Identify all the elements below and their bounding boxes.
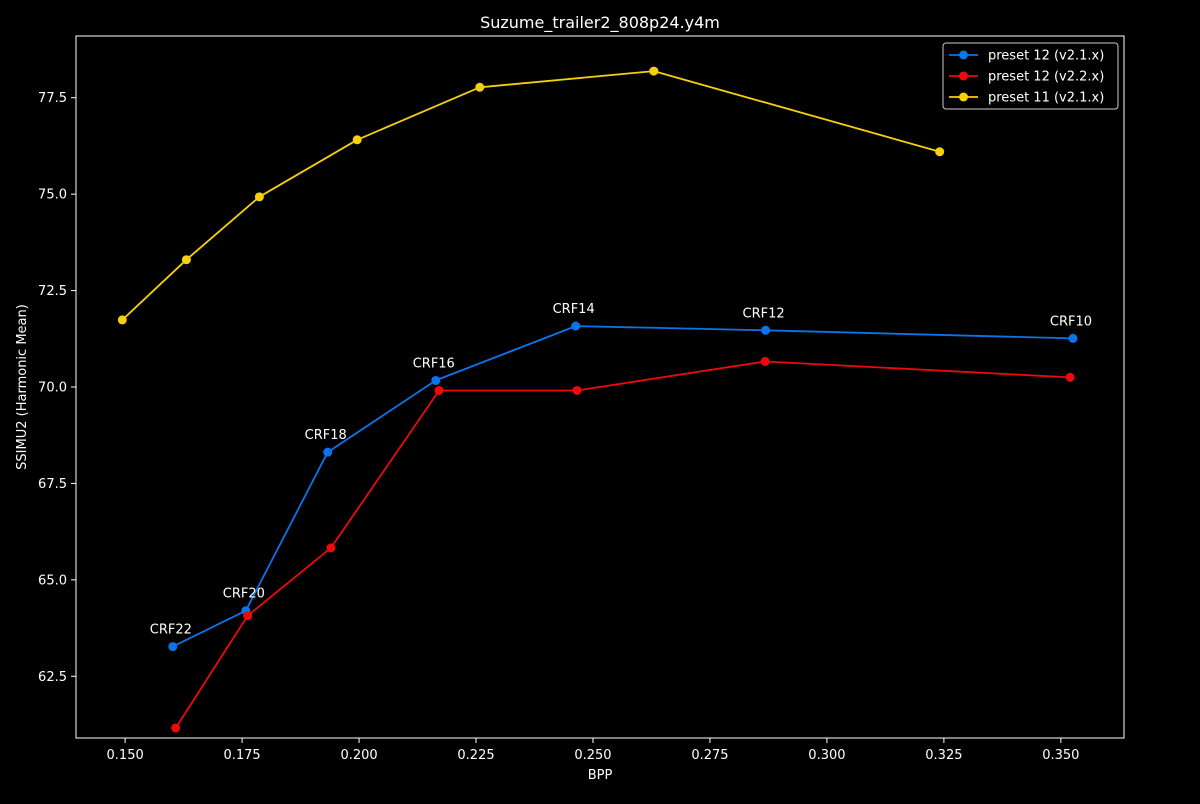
data-point: [1065, 372, 1075, 382]
series-2: [171, 357, 1075, 733]
y-tick-label: 72.5: [38, 284, 67, 299]
data-point: [649, 66, 659, 76]
crf-annotation: CRF22: [150, 623, 192, 638]
x-tick-label: 0.250: [574, 748, 611, 763]
y-tick-label: 67.5: [38, 477, 67, 492]
series-1: [168, 321, 1078, 652]
data-point: [571, 321, 581, 331]
data-point: [117, 315, 127, 325]
legend-swatch-marker: [959, 92, 968, 102]
data-point: [760, 357, 770, 367]
data-point: [352, 135, 362, 145]
x-tick-label: 0.225: [457, 748, 494, 763]
chart-title: Suzume_trailer2_808p24.y4m: [480, 13, 720, 33]
data-point: [1068, 333, 1078, 343]
x-tick-label: 0.325: [925, 748, 962, 763]
y-tick-label: 75.0: [38, 188, 67, 203]
legend-frame: [942, 42, 1119, 110]
data-point: [434, 385, 444, 395]
series-2-line: [174, 360, 1071, 729]
crf-annotation: CRF20: [223, 587, 265, 602]
crf-annotation: CRF14: [553, 302, 595, 317]
data-point: [761, 325, 771, 335]
data-point: [243, 611, 253, 621]
data-point: [323, 447, 333, 457]
crf-annotation: CRF18: [305, 428, 347, 443]
data-point: [326, 543, 336, 553]
series-layer: [117, 66, 1078, 733]
x-tick-label: 0.150: [107, 748, 144, 763]
crf-annotation: CRF10: [1050, 314, 1092, 329]
y-tick-label: 62.5: [38, 670, 67, 685]
series-3-line: [121, 70, 940, 321]
x-axis-label: BPP: [588, 768, 613, 783]
y-axis-ticks: 62.5 65.0 67.5 70.0 72.5 75.0 77.5: [38, 91, 76, 685]
series-3: [117, 66, 945, 325]
series-1-line: [172, 325, 1074, 648]
data-point: [168, 642, 178, 652]
x-tick-label: 0.275: [691, 748, 728, 763]
x-tick-label: 0.300: [808, 748, 845, 763]
x-tick-label: 0.200: [340, 748, 377, 763]
data-point: [431, 375, 441, 385]
y-tick-label: 65.0: [38, 573, 67, 588]
legend-label: preset 12 (v2.1.x): [988, 49, 1104, 64]
crf-annotation: CRF16: [413, 356, 455, 371]
data-point: [171, 723, 181, 733]
x-axis-ticks: 0.150 0.175 0.200 0.225 0.250 0.275 0.300 0.325…: [107, 738, 1079, 763]
legend-swatch-marker: [959, 50, 968, 60]
legend-items: preset 12 (v2.1.x) preset 12 (v2.2.x) pres…: [949, 49, 1104, 106]
y-axis-label: SSIMU2 (Harmonic Mean): [15, 304, 30, 470]
data-point: [572, 385, 582, 395]
legend-swatch-marker: [959, 71, 968, 81]
crf-annotation: CRF12: [743, 306, 785, 321]
legend-label: preset 11 (v2.1.x): [988, 91, 1104, 106]
data-point: [181, 255, 191, 265]
data-point: [475, 82, 485, 92]
x-tick-label: 0.350: [1042, 748, 1079, 763]
data-point: [254, 192, 264, 202]
x-tick-label: 0.175: [223, 748, 260, 763]
legend: preset 12 (v2.1.x) preset 12 (v2.2.x) pres…: [942, 42, 1119, 110]
data-point: [935, 147, 945, 157]
legend-label: preset 12 (v2.2.x): [988, 70, 1104, 85]
annotation-layer: CRF22 CRF20 CRF18 CRF16 CRF14 CRF12 CRF10: [150, 302, 1092, 638]
y-tick-label: 77.5: [38, 91, 67, 106]
y-tick-label: 70.0: [38, 381, 67, 396]
